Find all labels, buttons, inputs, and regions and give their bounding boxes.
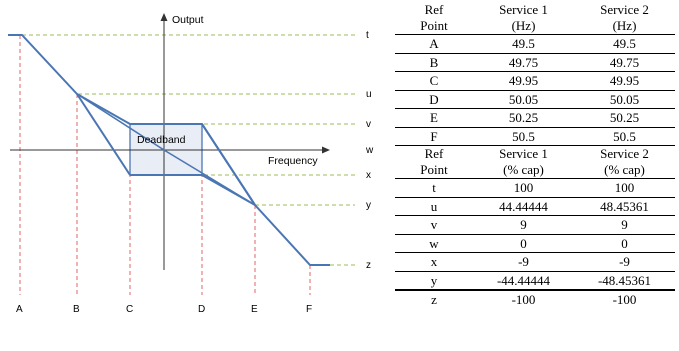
service1-cell: 49.5 bbox=[473, 34, 574, 53]
table-row: E 50.25 50.25 bbox=[395, 108, 675, 127]
cap-header-row-2: Point (% cap) (% cap) bbox=[395, 162, 675, 179]
point-label-D: D bbox=[198, 304, 205, 315]
service1-cell: 50.25 bbox=[473, 108, 574, 127]
ref-point-cell: w bbox=[395, 233, 473, 253]
service1-cell: -9 bbox=[473, 252, 574, 271]
level-label-y: y bbox=[366, 200, 371, 211]
point-label-F: F bbox=[306, 304, 312, 315]
x-axis-arrow-icon bbox=[322, 146, 330, 154]
header-cell: (% cap) bbox=[604, 162, 645, 177]
service2-cell: 9 bbox=[574, 215, 675, 234]
ref-point-cell: D bbox=[395, 89, 473, 109]
service1-cell: -44.44444 bbox=[473, 270, 574, 290]
service1-cell: 100 bbox=[473, 178, 574, 197]
table-row: x -9 -9 bbox=[395, 252, 675, 271]
table-row: w 0 0 bbox=[395, 233, 675, 253]
ref-point-cell: E bbox=[395, 108, 473, 127]
level-label-w: w bbox=[365, 145, 374, 156]
freq-header-row-1: Ref Service 1 Service 2 bbox=[395, 2, 675, 18]
service1-cell: 9 bbox=[473, 215, 574, 234]
point-label-E: E bbox=[251, 304, 258, 315]
service2-cell: -100 bbox=[574, 289, 675, 309]
service2-cell: 48.45361 bbox=[574, 196, 675, 216]
header-cell: Ref bbox=[424, 2, 444, 17]
ref-point-cell: y bbox=[395, 270, 473, 290]
y-axis-arrow-icon bbox=[160, 13, 168, 21]
table-row: C 49.95 49.95 bbox=[395, 71, 675, 90]
point-label-B: B bbox=[73, 304, 80, 315]
ref-point-cell: B bbox=[395, 52, 473, 72]
service2-cell: -48.45361 bbox=[574, 270, 675, 290]
ref-point-cell: z bbox=[395, 289, 473, 309]
table-row: u 44.44444 48.45361 bbox=[395, 196, 675, 216]
table-row: B 49.75 49.75 bbox=[395, 52, 675, 72]
header-cell: Service 2 bbox=[574, 145, 675, 162]
service1-cell: 49.95 bbox=[473, 71, 574, 90]
ref-point-cell: A bbox=[395, 34, 473, 53]
header-cell: Ref bbox=[395, 145, 473, 162]
header-cell: (Hz) bbox=[612, 18, 637, 33]
service1-cell: -100 bbox=[473, 289, 574, 309]
reference-points-table: Ref Service 1 Service 2 Point (Hz) (Hz) … bbox=[395, 2, 675, 309]
axis-x-label: Frequency bbox=[268, 155, 318, 167]
table-row: z -100 -100 bbox=[395, 289, 675, 309]
header-cell: Service 1 bbox=[499, 2, 548, 17]
level-label-x: x bbox=[366, 170, 371, 181]
ref-point-cell: v bbox=[395, 215, 473, 234]
table-row: F 50.5 50.5 bbox=[395, 126, 675, 146]
table-row: D 50.05 50.05 bbox=[395, 89, 675, 109]
frequency-response-diagram: Output Frequency Deadband t u v w x y z … bbox=[8, 13, 374, 315]
axis-y-label: Output bbox=[172, 14, 204, 26]
point-label-A: A bbox=[16, 304, 23, 315]
table-row: t 100 100 bbox=[395, 178, 675, 197]
level-label-v: v bbox=[366, 119, 371, 130]
service1-cell: 49.75 bbox=[473, 52, 574, 72]
freq-header-row-2: Point (Hz) (Hz) bbox=[395, 18, 675, 35]
level-label-t: t bbox=[366, 30, 369, 41]
service1-cell: 50.05 bbox=[473, 89, 574, 109]
ref-point-cell: F bbox=[395, 126, 473, 146]
service2-cell: 49.75 bbox=[574, 52, 675, 72]
response-curve-upper-to-E bbox=[201, 123, 256, 206]
service2-cell: 100 bbox=[574, 178, 675, 197]
service2-cell: 0 bbox=[574, 233, 675, 253]
service1-cell: 44.44444 bbox=[473, 196, 574, 216]
service2-cell: 50.5 bbox=[574, 126, 675, 146]
point-label-C: C bbox=[126, 304, 133, 315]
header-cell: (% cap) bbox=[503, 162, 544, 177]
service1-cell: 0 bbox=[473, 233, 574, 253]
table-row: A 49.5 49.5 bbox=[395, 34, 675, 53]
service2-cell: 50.25 bbox=[574, 108, 675, 127]
table-row: v 9 9 bbox=[395, 215, 675, 234]
service2-cell: 50.05 bbox=[574, 89, 675, 109]
table-row: y -44.44444 -48.45361 bbox=[395, 270, 675, 290]
service2-cell: 49.5 bbox=[574, 34, 675, 53]
ref-point-cell: t bbox=[395, 178, 473, 197]
level-label-z: z bbox=[366, 260, 371, 271]
level-label-u: u bbox=[366, 89, 372, 100]
ref-point-cell: C bbox=[395, 71, 473, 90]
service1-cell: 50.5 bbox=[473, 126, 574, 146]
cap-header-row-1: Ref Service 1 Service 2 bbox=[395, 145, 675, 162]
response-curve-B-to-lower bbox=[76, 93, 131, 176]
ref-point-cell: u bbox=[395, 196, 473, 216]
response-curve-outer bbox=[8, 34, 330, 266]
response-curve-B-to-mid bbox=[76, 93, 165, 151]
service2-cell: -9 bbox=[574, 252, 675, 271]
header-cell: Point bbox=[420, 18, 448, 33]
deadband-label: Deadband bbox=[137, 134, 186, 146]
header-cell: Service 2 bbox=[600, 2, 649, 17]
ref-point-cell: x bbox=[395, 252, 473, 271]
service2-cell: 49.95 bbox=[574, 71, 675, 90]
header-cell: Service 1 bbox=[473, 145, 574, 162]
header-cell: (Hz) bbox=[511, 18, 536, 33]
response-curve-mid-to-E bbox=[163, 149, 256, 206]
header-cell: Point bbox=[420, 162, 448, 177]
